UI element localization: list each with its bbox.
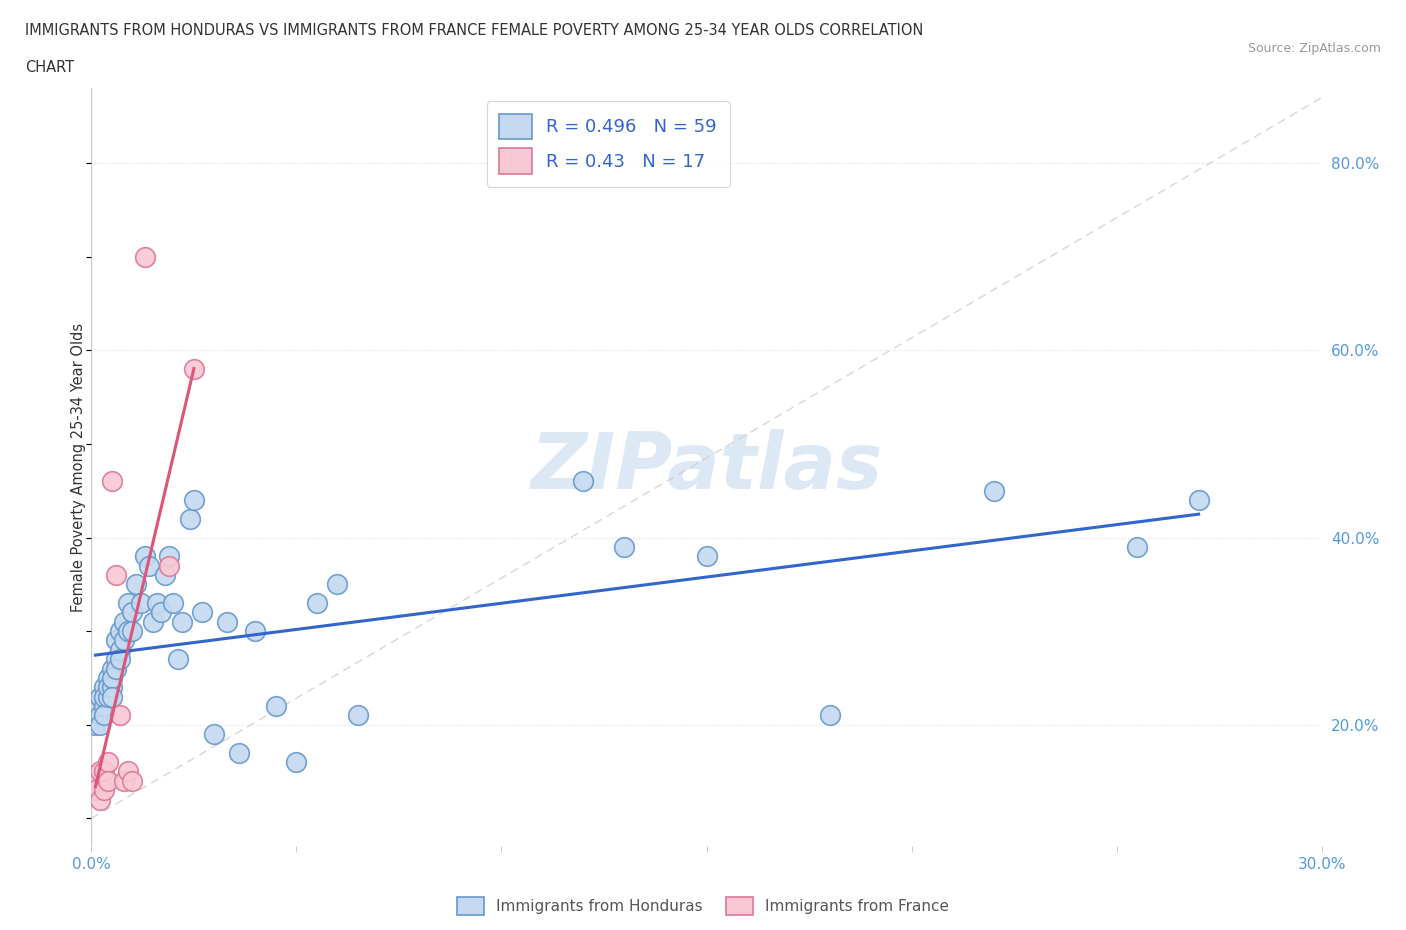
Point [105, 661, 127, 676]
Point [142, 615, 165, 630]
Point [162, 595, 184, 610]
Point [97, 774, 120, 789]
Point [179, 512, 201, 526]
Point [202, 726, 225, 741]
Point [818, 708, 841, 723]
Point [134, 549, 156, 564]
Point [93, 783, 115, 798]
Point [105, 652, 127, 667]
Legend: R = 0.496   N = 59, R = 0.43   N = 17: R = 0.496 N = 59, R = 0.43 N = 17 [486, 101, 730, 187]
Text: IMMIGRANTS FROM HONDURAS VS IMMIGRANTS FROM FRANCE FEMALE POVERTY AMONG 25-34 YE: IMMIGRANTS FROM HONDURAS VS IMMIGRANTS F… [25, 23, 924, 38]
Point [146, 595, 169, 610]
Point [93, 764, 115, 779]
Point [121, 624, 143, 639]
Point [572, 474, 595, 489]
Point [97, 689, 120, 704]
Point [112, 774, 135, 789]
Point [101, 474, 124, 489]
Point [1187, 493, 1209, 508]
Point [101, 671, 124, 685]
Point [89, 764, 111, 779]
Text: Source: ZipAtlas.com: Source: ZipAtlas.com [1247, 42, 1381, 55]
Point [134, 249, 156, 264]
Point [305, 595, 328, 610]
Point [112, 615, 135, 630]
Point [89, 689, 111, 704]
Point [105, 567, 127, 582]
Point [153, 567, 177, 582]
Point [129, 595, 152, 610]
Point [97, 671, 120, 685]
Point [108, 643, 131, 658]
Point [93, 689, 115, 704]
Text: ZIPatlas: ZIPatlas [530, 430, 883, 505]
Point [613, 539, 636, 554]
Point [228, 745, 250, 760]
Point [347, 708, 370, 723]
Point [93, 698, 115, 713]
Point [97, 680, 120, 695]
Point [150, 604, 173, 619]
Point [112, 633, 135, 648]
Point [285, 754, 308, 769]
Point [215, 615, 238, 630]
Point [326, 577, 349, 591]
Point [101, 680, 124, 695]
Point [138, 558, 160, 573]
Point [89, 792, 111, 807]
Point [101, 661, 124, 676]
Point [121, 604, 143, 619]
Point [125, 577, 148, 591]
Point [89, 717, 111, 732]
Point [117, 624, 139, 639]
Point [183, 362, 205, 377]
Point [191, 604, 214, 619]
Point [170, 615, 193, 630]
Point [121, 774, 143, 789]
Point [89, 708, 111, 723]
Point [117, 764, 139, 779]
Point [1126, 539, 1149, 554]
Point [183, 493, 205, 508]
Point [264, 698, 287, 713]
Point [983, 484, 1005, 498]
Point [695, 549, 717, 564]
Point [245, 624, 267, 639]
Point [93, 708, 115, 723]
Point [117, 595, 139, 610]
Point [84, 717, 107, 732]
Point [84, 698, 107, 713]
Point [84, 783, 107, 798]
Point [166, 652, 188, 667]
Text: CHART: CHART [25, 60, 75, 75]
Point [84, 774, 107, 789]
Y-axis label: Female Poverty Among 25-34 Year Olds: Female Poverty Among 25-34 Year Olds [70, 323, 86, 612]
Point [157, 558, 180, 573]
Legend: Immigrants from Honduras, Immigrants from France: Immigrants from Honduras, Immigrants fro… [449, 889, 957, 923]
Point [93, 680, 115, 695]
Point [108, 624, 131, 639]
Point [108, 708, 131, 723]
Point [105, 633, 127, 648]
Point [157, 549, 180, 564]
Point [108, 652, 131, 667]
Point [97, 754, 120, 769]
Point [101, 689, 124, 704]
